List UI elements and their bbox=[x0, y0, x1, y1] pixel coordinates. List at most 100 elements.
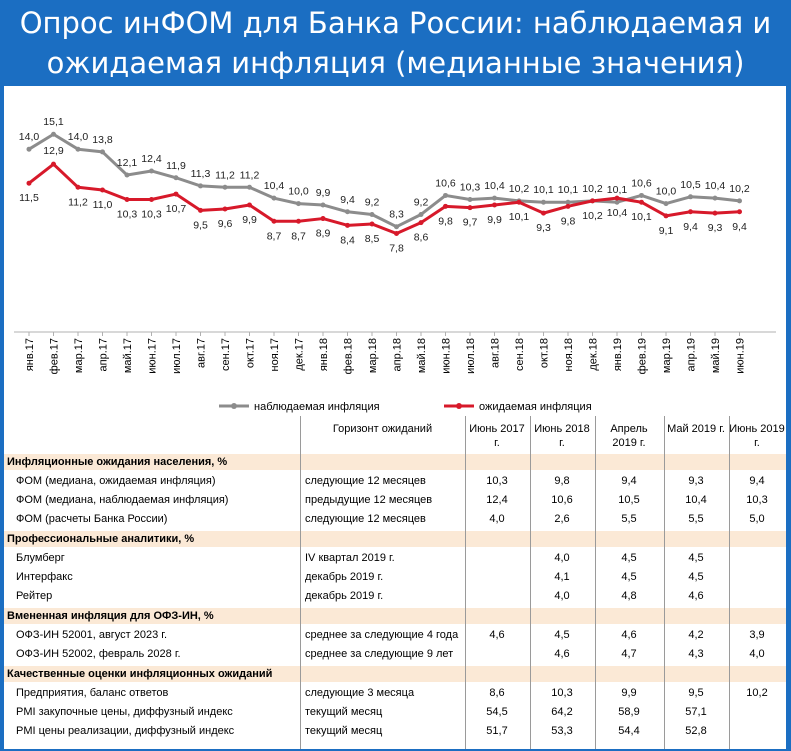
row-value: 51,7 bbox=[486, 725, 508, 737]
row-value: 4,8 bbox=[621, 590, 637, 602]
series-line bbox=[28, 162, 740, 236]
row-value: 9,4 bbox=[621, 475, 637, 487]
row-value: 4,3 bbox=[688, 648, 704, 660]
row-value: 3,9 bbox=[749, 629, 765, 641]
data-label: 11,0 bbox=[93, 199, 113, 211]
data-point bbox=[565, 199, 571, 205]
data-label: 11,2 bbox=[240, 169, 260, 181]
data-label: 9,6 bbox=[218, 218, 233, 230]
row-value: 10,3 bbox=[746, 494, 768, 506]
data-label: 11,2 bbox=[215, 169, 235, 181]
row-value: 4,0 bbox=[489, 513, 505, 525]
x-tick-label: окт.18 bbox=[539, 338, 551, 368]
row-label: Интерфакс bbox=[16, 571, 73, 583]
row-value: 10,6 bbox=[551, 494, 573, 506]
data-point bbox=[639, 199, 644, 205]
column-divider bbox=[664, 416, 665, 749]
data-point bbox=[467, 197, 473, 203]
data-label: 9,9 bbox=[316, 187, 331, 199]
row-value: 52,8 bbox=[685, 725, 707, 737]
data-point bbox=[516, 199, 522, 205]
row-value: 9,4 bbox=[749, 475, 765, 487]
row-value: 4,0 bbox=[554, 552, 570, 564]
data-label: 10,6 bbox=[631, 177, 652, 189]
data-point bbox=[51, 131, 56, 137]
period-header: Май 2019 г. bbox=[667, 423, 725, 435]
row-value: 4,6 bbox=[688, 590, 704, 602]
data-point bbox=[663, 201, 669, 207]
row-value: 10,4 bbox=[685, 494, 707, 506]
x-tick-label: янв.17 bbox=[24, 338, 36, 371]
row-value: 54,4 bbox=[618, 725, 640, 737]
data-label: 9,3 bbox=[708, 222, 723, 234]
data-point bbox=[712, 195, 718, 201]
section-header: Качественные оценки инфляционных ожидани… bbox=[4, 666, 786, 682]
data-point bbox=[271, 195, 277, 201]
data-point bbox=[663, 213, 669, 219]
data-label: 9,4 bbox=[732, 221, 747, 233]
data-point bbox=[394, 231, 399, 237]
data-point bbox=[492, 202, 497, 208]
data-label: 14,0 bbox=[68, 131, 89, 143]
row-value: 9,8 bbox=[554, 475, 570, 487]
row-value: 5,5 bbox=[688, 513, 704, 525]
data-label: 9,9 bbox=[242, 214, 257, 226]
x-tick-label: фев.17 bbox=[49, 338, 61, 374]
data-point bbox=[51, 161, 56, 167]
period-header: Июнь 2018 г. bbox=[534, 423, 590, 449]
data-label: 10,4 bbox=[705, 180, 726, 192]
data-label: 10,2 bbox=[582, 210, 603, 222]
data-point bbox=[296, 218, 301, 224]
section-title: Вмененная инфляция для ОФЗ-ИН, % bbox=[7, 610, 214, 622]
data-label: 10,1 bbox=[533, 184, 554, 196]
data-label: 9,8 bbox=[561, 215, 576, 227]
row-value: 4,5 bbox=[688, 552, 704, 564]
row-horizon: среднее за следующие 9 лет bbox=[305, 648, 454, 660]
data-label: 8,4 bbox=[340, 234, 355, 246]
data-point bbox=[124, 197, 130, 203]
x-tick-label: май.18 bbox=[416, 338, 428, 373]
row-value: 4,5 bbox=[621, 552, 637, 564]
x-tick-label: янв.18 bbox=[318, 338, 330, 371]
column-divider bbox=[595, 416, 596, 749]
data-label: 12,4 bbox=[141, 153, 162, 165]
data-label: 11,2 bbox=[68, 196, 88, 208]
data-point bbox=[271, 218, 277, 224]
x-tick-label: сен.18 bbox=[514, 338, 526, 371]
legend-label: наблюдаемая инфляция bbox=[254, 401, 380, 413]
x-tick-label: май.17 bbox=[122, 338, 134, 373]
data-label: 8,7 bbox=[291, 230, 306, 242]
x-tick-label: ноя.18 bbox=[563, 338, 575, 371]
data-point bbox=[198, 207, 203, 213]
row-horizon: следующие 12 месяцев bbox=[305, 513, 426, 525]
data-point bbox=[688, 209, 693, 215]
row-value: 4,6 bbox=[554, 648, 570, 660]
data-point bbox=[173, 175, 179, 181]
x-tick-label: фев.19 bbox=[637, 338, 649, 374]
data-label: 13,8 bbox=[92, 134, 113, 146]
row-label: ОФЗ-ИН 52002, февраль 2028 г. bbox=[16, 648, 181, 660]
data-label: 10,5 bbox=[680, 179, 701, 191]
data-label: 10,1 bbox=[509, 211, 530, 223]
x-tick-label: июн.19 bbox=[735, 338, 747, 374]
legend-marker bbox=[231, 403, 237, 409]
x-tick-label: июл.18 bbox=[465, 338, 477, 374]
data-point bbox=[75, 184, 81, 190]
data-label: 9,2 bbox=[414, 196, 429, 208]
data-point bbox=[541, 199, 546, 205]
data-point bbox=[296, 201, 301, 207]
data-point bbox=[100, 149, 105, 155]
data-label: 8,6 bbox=[414, 232, 429, 244]
data-label: 7,8 bbox=[389, 243, 404, 255]
data-label: 11,3 bbox=[191, 168, 211, 180]
row-value: 57,1 bbox=[685, 706, 707, 718]
column-divider bbox=[465, 416, 466, 749]
data-label: 10,4 bbox=[264, 180, 285, 192]
data-label: 12,1 bbox=[117, 157, 138, 169]
x-tick-label: мар.19 bbox=[661, 338, 673, 373]
data-label: 9,8 bbox=[438, 215, 453, 227]
x-tick-label: июн.18 bbox=[441, 338, 453, 374]
data-label: 9,7 bbox=[463, 217, 478, 229]
x-tick-label: мар.17 bbox=[73, 338, 85, 373]
data-label: 11,9 bbox=[166, 160, 186, 172]
